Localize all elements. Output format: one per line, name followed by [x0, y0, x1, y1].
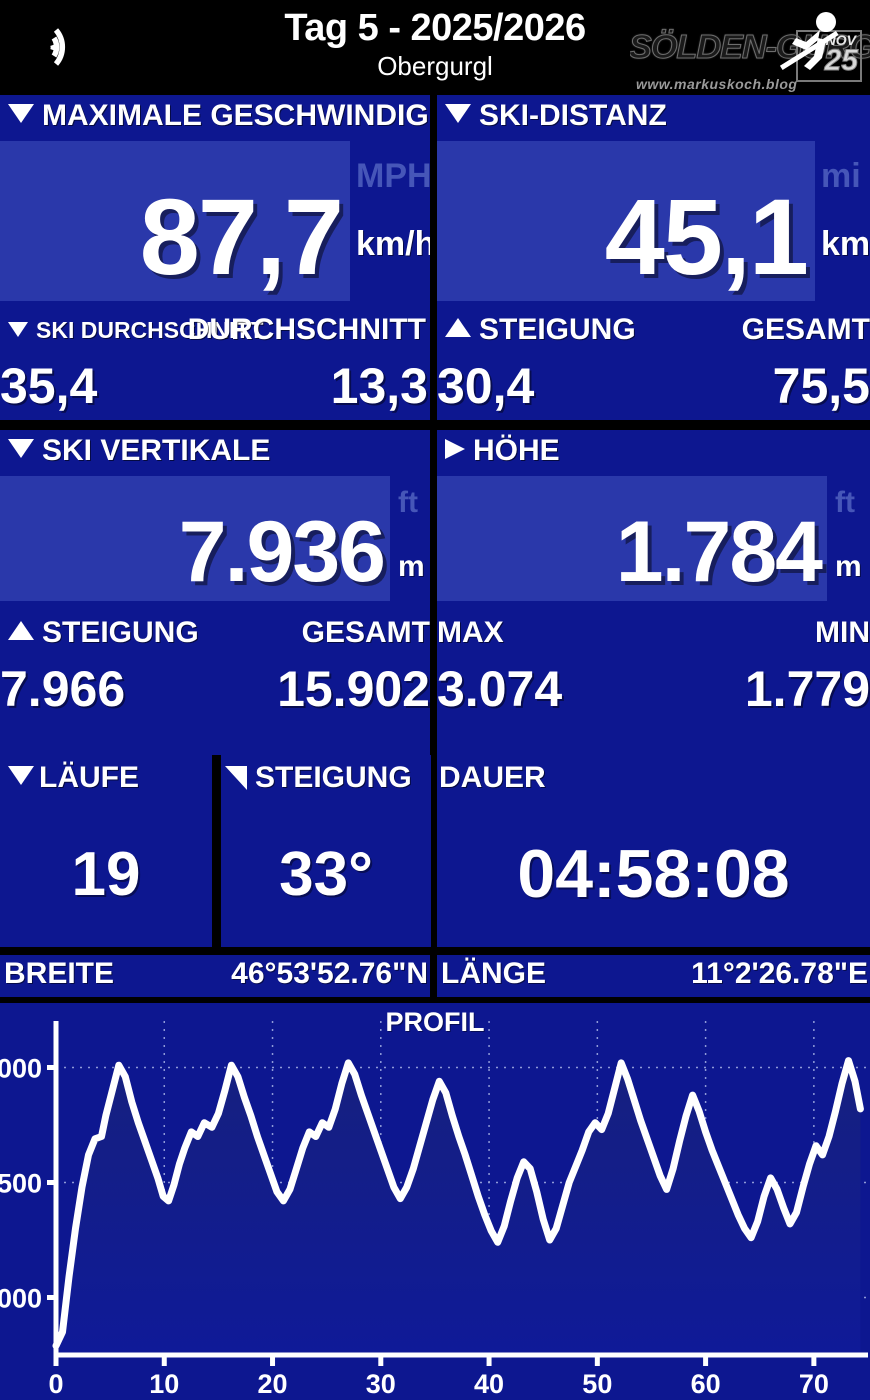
max-speed-unit-kmh[interactable]: km/h: [356, 225, 430, 263]
vertical-climb-caption: STEIGUNG: [8, 616, 199, 650]
max-speed-unit-mph[interactable]: MPH: [356, 157, 430, 195]
ski-vertical-unit-ft[interactable]: ft: [398, 486, 418, 519]
triangle-up-icon: [8, 621, 34, 640]
metric-max-speed[interactable]: MAXIMALE GESCHWINDIGKEIT 87,7 MPH km/h S…: [0, 95, 430, 420]
ski-vertical-unit-m[interactable]: m: [398, 550, 425, 583]
skier-icon: [779, 12, 839, 71]
duration-value: 04:58:08: [517, 836, 790, 912]
altitude-min-caption: MIN: [815, 616, 870, 649]
total-caption: GESAMT: [741, 313, 870, 346]
profile-chart-title: PROFIL: [385, 1007, 485, 1037]
metrics-grid: MAXIMALE GESCHWINDIGKEIT 87,7 MPH km/h S…: [0, 95, 870, 1000]
app-header: Tag 5 - 2025/2026 Obergurgl SÖLDEN-GURGL…: [0, 0, 870, 95]
watermark-brand: SÖLDEN-GURGL: [630, 28, 870, 66]
longitude-label: LÄNGE: [441, 957, 546, 990]
metric-altitude[interactable]: HÖHE 1.784 ft m MAX MIN 3.074 1.779: [437, 430, 870, 755]
triangle-down-icon: [8, 439, 34, 458]
longitude-value: 11°2'26.78"E: [691, 957, 868, 990]
svg-text:40: 40: [474, 1369, 504, 1399]
altitude-value-box: 1.784: [437, 476, 827, 601]
gps-signal-icon: [50, 28, 65, 66]
climb-caption: STEIGUNG: [445, 313, 636, 347]
metric-runs[interactable]: LÄUFE 19: [0, 755, 212, 947]
svg-text:0: 0: [48, 1369, 63, 1399]
altitude-caption: HÖHE: [445, 434, 560, 468]
metric-ski-distance[interactable]: SKI-DISTANZ 45,1 mi km STEIGUNG GESAMT 3…: [437, 95, 870, 420]
chart-tick-labels: 2000 2500 3000 0 10 20 30 40 50 60 70: [0, 1054, 829, 1400]
max-speed-value: 87,7: [139, 176, 344, 297]
triangle-right-icon: [445, 439, 465, 459]
runs-value: 19: [71, 840, 141, 909]
ski-distance-value-box: 45,1: [437, 141, 815, 301]
triangle-down-icon: [8, 766, 34, 785]
svg-text:3000: 3000: [0, 1054, 42, 1084]
altitude-max-caption: MAX: [437, 616, 504, 649]
total-distance-value: 75,5: [772, 358, 870, 414]
triangle-down-icon: [8, 322, 28, 337]
latitude-value: 46°53'52.76"N: [231, 957, 428, 990]
max-speed-value-box: 87,7: [0, 141, 350, 301]
metric-ski-vertical[interactable]: SKI VERTIKALE 7.936 ft m STEIGUNG GESAMT…: [0, 430, 430, 755]
watermark-year: 25: [824, 44, 858, 78]
svg-text:60: 60: [691, 1369, 721, 1399]
altitude-unit-ft[interactable]: ft: [835, 486, 855, 519]
svg-text:20: 20: [258, 1369, 288, 1399]
average-value: 13,3: [330, 358, 428, 414]
chart-axes: [47, 1021, 868, 1366]
header-title-block: Tag 5 - 2025/2026 Obergurgl: [0, 6, 870, 82]
svg-text:50: 50: [582, 1369, 612, 1399]
max-speed-caption: MAXIMALE GESCHWINDIGKEIT: [8, 99, 430, 133]
altitude-min-value: 1.779: [744, 661, 870, 717]
triangle-up-icon: [445, 318, 471, 337]
ski-distance-unit-km[interactable]: km: [821, 225, 870, 263]
watermark: SÖLDEN-GURGL NOV 25 www.markuskoch.blog: [630, 6, 870, 94]
slope-value: 33°: [279, 840, 373, 909]
svg-text:2500: 2500: [0, 1169, 42, 1199]
altitude-value: 1.784: [615, 504, 823, 600]
watermark-url: www.markuskoch.blog: [636, 76, 798, 92]
svg-text:2000: 2000: [0, 1284, 42, 1314]
profile-chart-svg: 2000 2500 3000 0 10 20 30 40 50 60 70: [0, 1021, 868, 1400]
profile-chart[interactable]: PROFIL 2000 2500 3000 0 10 20 30 40 50 60 70: [0, 1003, 870, 1400]
svg-text:70: 70: [799, 1369, 829, 1399]
ski-vertical-value-box: 7.936: [0, 476, 390, 601]
runs-caption: LÄUFE: [8, 761, 139, 795]
vertical-total-value: 15.902: [277, 661, 430, 717]
slope-triangle-icon: [225, 766, 247, 790]
vertical-climb-value: 7.966: [0, 661, 126, 717]
triangle-down-icon: [445, 104, 471, 123]
page-title: Tag 5 - 2025/2026: [284, 7, 586, 49]
altitude-unit-m[interactable]: m: [835, 550, 862, 583]
ski-vertical-value: 7.936: [178, 504, 386, 600]
longitude-row: LÄNGE 11°2'26.78"E: [437, 955, 870, 997]
latitude-label: BREITE: [4, 957, 115, 990]
ski-distance-caption: SKI-DISTANZ: [445, 99, 667, 133]
ski-average-caption: SKI DURCHSCHNITT: [8, 317, 263, 344]
latitude-row: BREITE 46°53'52.76"N: [0, 955, 430, 997]
vertical-total-caption: GESAMT: [301, 616, 430, 649]
ski-vertical-caption: SKI VERTIKALE: [8, 434, 270, 468]
chart-line: [52, 1057, 864, 1350]
metric-duration[interactable]: DAUER 04:58:08: [437, 755, 870, 947]
svg-text:10: 10: [149, 1369, 179, 1399]
svg-text:30: 30: [366, 1369, 396, 1399]
climb-value: 30,4: [437, 358, 535, 414]
altitude-max-value: 3.074: [437, 661, 563, 717]
metric-slope[interactable]: STEIGUNG 33°: [221, 755, 431, 947]
duration-caption: DAUER: [439, 761, 546, 794]
slope-caption: STEIGUNG: [225, 761, 412, 795]
ski-distance-value: 45,1: [604, 176, 809, 297]
chart-area: [56, 1060, 861, 1355]
average-caption: DURCHSCHNITT: [187, 313, 426, 346]
ski-distance-unit-mi[interactable]: mi: [821, 157, 861, 195]
page-subtitle: Obergurgl: [377, 51, 493, 81]
triangle-down-icon: [8, 104, 34, 123]
ski-average-value: 35,4: [0, 358, 98, 414]
